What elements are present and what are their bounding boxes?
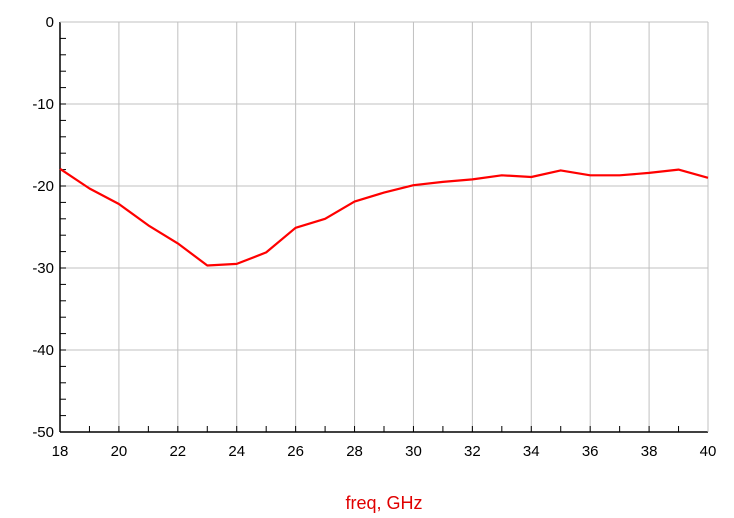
x-tick-label: 36 [582,443,599,460]
x-tick-label: 38 [641,443,658,460]
x-axis-label: freq, GHz [345,493,422,513]
y-tick-label: -30 [32,260,54,277]
y-tick-label: -20 [32,178,54,195]
axes [59,21,709,433]
y-tick-label: -40 [32,342,54,359]
x-tick-label: 18 [52,443,69,460]
x-tick-label: 40 [700,443,717,460]
x-tick-label: 22 [169,443,186,460]
y-tick-label: 0 [46,14,54,31]
x-tick-label: 24 [228,443,245,460]
grid-lines [60,22,708,432]
y-tick-label: -10 [32,96,54,113]
y-tick-label: -50 [32,424,54,441]
x-tick-label: 20 [111,443,128,460]
y-tick-labels: 0 -10 -20 -30 -40 -50 [32,14,54,441]
x-tick-label: 26 [287,443,304,460]
x-tick-labels: 18 20 22 24 26 28 30 32 34 36 38 40 [52,443,717,460]
x-tick-label: 28 [346,443,363,460]
series-layer [59,167,709,267]
x-tick-label: 30 [405,443,422,460]
series-line [59,167,709,267]
minor-ticks [59,21,709,433]
x-tick-label: 32 [464,443,481,460]
x-tick-label: 34 [523,443,540,460]
